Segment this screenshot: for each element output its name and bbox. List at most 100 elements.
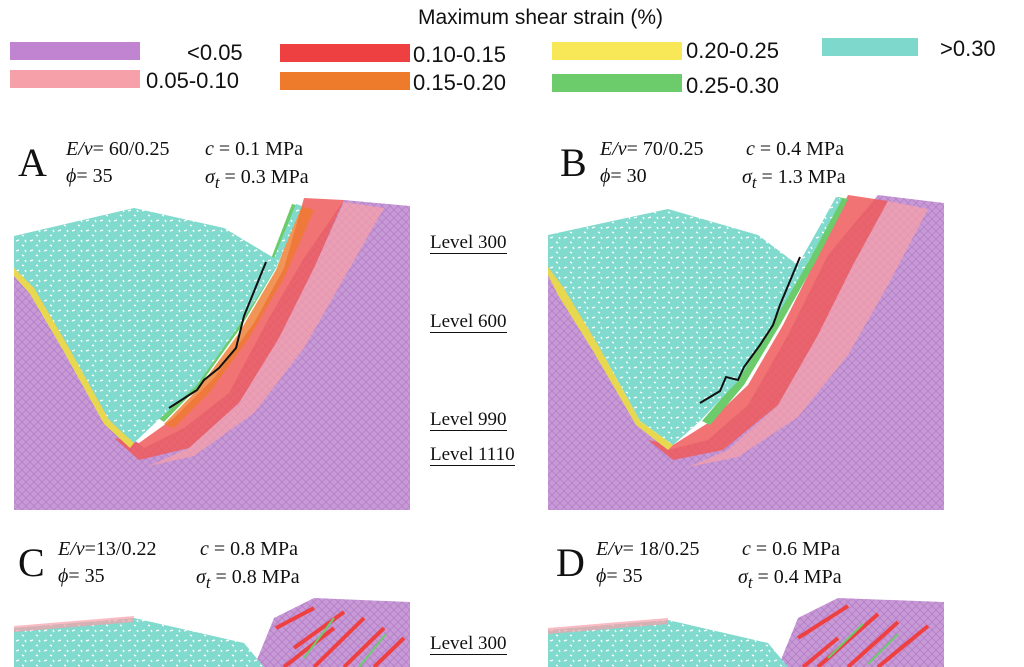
panel-c-upper-rim — [14, 616, 134, 632]
panel-b-tensile-symbol: σ — [742, 166, 752, 188]
panel-a-cohesion-value: = 0.1 MPa — [218, 138, 303, 160]
panel-b-fault-line — [699, 256, 801, 404]
legend-swatch-gt030 — [822, 38, 918, 56]
panel-d-elastic-value: = 18/0.25 — [622, 538, 700, 560]
panel-a-failure-zone-green — [158, 204, 300, 422]
level-1110-text: Level 1110 — [430, 444, 515, 466]
panel-b-displaced-zone — [548, 197, 842, 445]
panel-d-rock-mass — [778, 598, 944, 667]
panel-b-tensile: σt = 1.3 MPa — [742, 166, 846, 194]
panel-c-shear-bands — [275, 606, 406, 667]
legend-label-020-025: 0.20-0.25 — [686, 38, 779, 63]
panel-a-tensile-value: = 0.3 MPa — [224, 166, 309, 188]
panel-c-tensile-sub: t — [205, 573, 211, 592]
panel-b-cohesion-value: = 0.4 MPa — [759, 138, 844, 160]
panel-a-cohesion: c = 0.1 MPa — [205, 138, 303, 160]
level-300-top-text: Level 300 — [430, 232, 507, 254]
panel-a-tensile-symbol: σ — [205, 166, 215, 188]
panel-b-strain-map — [548, 195, 944, 510]
panel-a-friction: ϕ= 35 — [66, 165, 113, 187]
panel-b-friction-value: = 30 — [610, 165, 647, 187]
panel-d-tensile-symbol: σ — [738, 566, 748, 588]
level-600-text: Level 600 — [430, 311, 507, 333]
level-label-600: Level 600 — [430, 312, 507, 335]
panel-c-cohesion-symbol: c — [200, 538, 209, 560]
panel-b-cohesion-symbol: c — [746, 138, 755, 160]
panel-c-elastic-value: =13/0.22 — [84, 538, 157, 560]
level-300-bottom-text: Level 300 — [430, 633, 507, 655]
panel-c-elastic-symbol: E/ν — [58, 538, 85, 560]
panel-d-tensile: σt = 0.4 MPa — [738, 566, 842, 594]
panel-a-strain-map — [14, 198, 410, 510]
panel-c-cohesion: c = 0.8 MPa — [200, 538, 298, 560]
panel-a-friction-symbol: ϕ — [66, 165, 77, 187]
legend-swatch-005-010 — [10, 70, 140, 88]
panel-a-elastic: E/ν= 60/0.25 — [66, 138, 170, 160]
legend-label-gt030: >0.30 — [940, 36, 996, 61]
panel-a-fault-line — [168, 261, 267, 409]
level-label-300-bottom: Level 300 — [430, 634, 507, 657]
panel-b-friction: ϕ= 30 — [600, 165, 647, 187]
panel-c-elastic: E/ν=13/0.22 — [58, 538, 157, 560]
panel-a-displaced-zone — [14, 204, 302, 443]
legend-label-010-015: 0.10-0.15 — [413, 42, 506, 67]
legend-label-025-030: 0.25-0.30 — [686, 73, 779, 98]
panel-d-friction-symbol: ϕ — [596, 565, 607, 587]
panel-d-friction-value: = 35 — [606, 565, 643, 587]
panel-b-tensile-sub: t — [751, 173, 757, 192]
panel-d-letter: D — [556, 540, 585, 585]
panel-c-displaced-zone — [14, 618, 264, 667]
panel-d-elastic: E/ν= 18/0.25 — [596, 538, 700, 560]
panel-d-elastic-symbol: E/ν — [596, 538, 623, 560]
panel-c-friction-symbol: ϕ — [58, 565, 69, 587]
panel-c-rock-mass — [254, 598, 410, 667]
panel-a-friction-value: = 35 — [76, 165, 113, 187]
panel-d-cohesion-value: = 0.6 MPa — [755, 538, 840, 560]
panel-c-shear-bands-green — [303, 617, 387, 667]
legend-label-lt005: <0.05 — [187, 40, 243, 65]
legend-swatch-025-030 — [552, 74, 682, 92]
panel-c-friction: ϕ= 35 — [58, 565, 105, 587]
panel-d-shear-bands — [796, 604, 930, 667]
panel-b-friction-symbol: ϕ — [600, 165, 611, 187]
legend-swatch-020-025 — [552, 42, 682, 60]
legend-swatch-015-020 — [280, 72, 410, 90]
panel-a-yellow-rim — [14, 268, 134, 448]
panel-a-failure-zone-orange — [164, 206, 314, 428]
panel-c-strain-map — [14, 598, 410, 667]
panel-d-tensile-value: = 0.4 MPa — [757, 566, 842, 588]
panel-c-cohesion-value: = 0.8 MPa — [213, 538, 298, 560]
panel-b-yellow-rim — [548, 267, 673, 450]
panel-c-friction-value: = 35 — [68, 565, 105, 587]
panel-a-tensile: σt = 0.3 MPa — [205, 166, 309, 194]
level-label-300-top: Level 300 — [430, 233, 507, 256]
panel-d-cohesion: c = 0.6 MPa — [742, 538, 840, 560]
panel-b-failure-zone-red — [648, 195, 888, 460]
panel-c-tensile: σt = 0.8 MPa — [196, 566, 300, 594]
panel-a-failure-zone-pink — [149, 202, 384, 466]
panel-d-tensile-sub: t — [747, 573, 753, 592]
legend-title: Maximum shear strain (%) — [418, 6, 664, 29]
panel-b-failure-zone-pink — [688, 201, 928, 467]
panel-d-strain-map — [548, 598, 944, 667]
panel-c-letter: C — [18, 540, 45, 585]
panel-a-elastic-symbol: E/ν — [66, 138, 93, 160]
panel-b-tensile-value: = 1.3 MPa — [761, 166, 846, 188]
panel-c-tensile-value: = 0.8 MPa — [215, 566, 300, 588]
panel-a-cohesion-symbol: c — [205, 138, 214, 160]
level-label-1110: Level 1110 — [430, 445, 515, 468]
panel-b-elastic: E/ν= 70/0.25 — [600, 138, 704, 160]
panel-d-cohesion-symbol: c — [742, 538, 751, 560]
panel-b-letter: B — [560, 140, 587, 185]
panel-b-cohesion: c = 0.4 MPa — [746, 138, 844, 160]
level-label-990: Level 990 — [430, 410, 507, 433]
panel-d-upper-rim — [548, 618, 668, 634]
panel-d-shear-bands-green — [827, 623, 899, 665]
panel-a-letter: A — [18, 140, 47, 185]
panel-b-elastic-value: = 70/0.25 — [626, 138, 704, 160]
level-990-text: Level 990 — [430, 409, 507, 431]
panel-a-elastic-value: = 60/0.25 — [92, 138, 170, 160]
panel-c-tensile-symbol: σ — [196, 566, 206, 588]
legend-swatch-010-015 — [280, 44, 410, 62]
legend-swatch-lt005 — [10, 42, 140, 60]
